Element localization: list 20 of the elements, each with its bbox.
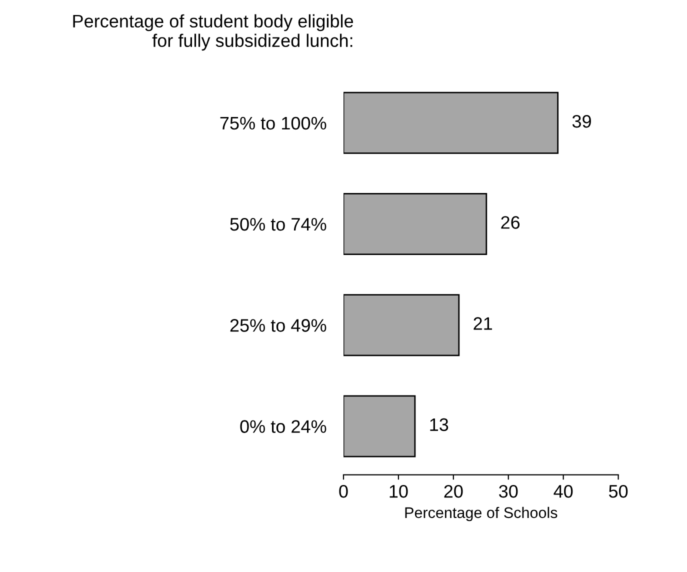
x-tick-label: 10 <box>390 484 408 498</box>
bar <box>344 395 416 458</box>
y-tick-label: 0% to 24% <box>240 420 326 433</box>
x-tick-label: 30 <box>499 484 518 498</box>
y-tick-label: 25% to 49% <box>230 319 326 332</box>
data-label: 13 <box>430 418 448 432</box>
x-axis-title: Percentage of Schools <box>405 506 558 522</box>
data-label: 39 <box>572 114 591 128</box>
data-label: 21 <box>474 317 492 330</box>
y-tick-label: 75% to 100% <box>220 116 326 130</box>
bar <box>344 92 559 154</box>
data-label: 26 <box>501 216 520 229</box>
x-tick-label: 20 <box>444 484 463 498</box>
x-tick-label: 50 <box>608 484 628 498</box>
x-tick-label: 40 <box>554 484 573 498</box>
bar <box>344 294 460 356</box>
y-tick-label: 50% to 74% <box>230 218 326 231</box>
x-tick-label: 0 <box>339 484 348 498</box>
chart-title: Percentage of student body eligible for fully subsidized lunch: <box>73 14 354 51</box>
bar <box>344 192 488 256</box>
